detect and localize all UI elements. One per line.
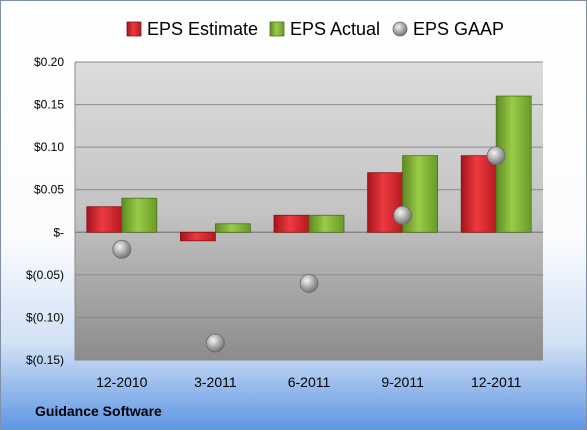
legend-label: EPS GAAP [413, 19, 504, 39]
gaap-marker [299, 273, 319, 293]
y-tick-label: $0.05 [34, 183, 64, 197]
x-tick-label: 9-2011 [381, 374, 424, 390]
legend: EPS Estimate EPS Actual EPS GAAP [126, 19, 504, 39]
gaap-marker [112, 239, 132, 259]
x-tick-label: 6-2011 [288, 374, 331, 390]
y-tick-label: $(0.15) [26, 353, 64, 367]
legend-swatch [126, 21, 142, 37]
gaap-markers [112, 146, 506, 353]
legend-label: EPS Estimate [147, 19, 258, 39]
bar-eps-actual [495, 95, 532, 233]
y-tick-label: $- [53, 225, 64, 239]
bar-eps-estimate [460, 155, 497, 233]
legend-swatch [392, 21, 408, 37]
x-tick-label: 3-2011 [194, 374, 237, 390]
legend-swatch [269, 21, 285, 37]
bars [86, 95, 532, 242]
bar-eps-actual [214, 223, 251, 233]
gaap-marker [393, 205, 413, 225]
x-tick-label: 12-2011 [471, 374, 522, 390]
x-tick-label: 12-2010 [96, 374, 148, 390]
company-name: Guidance Software [35, 403, 162, 419]
y-tick-label: $(0.05) [26, 268, 64, 282]
gaap-marker [205, 333, 225, 353]
bar-eps-estimate [273, 214, 310, 233]
y-tick-label: $0.10 [34, 140, 64, 154]
bar-eps-estimate [179, 231, 216, 242]
legend-label: EPS Actual [290, 19, 380, 39]
y-tick-label: $0.20 [34, 55, 64, 69]
bar-eps-actual [121, 197, 158, 233]
bar-eps-estimate [86, 206, 123, 233]
y-axis: $0.20 $0.15 $0.10 $0.05 $- $(0.05) $(0.10) $(0.… [26, 55, 64, 367]
y-tick-label: $0.15 [34, 98, 64, 112]
y-tick-label: $(0.10) [26, 310, 64, 324]
bar-eps-actual [308, 214, 345, 233]
x-axis: 12-2010 3-2011 6-2011 9-2011 12-2011 [96, 374, 521, 390]
bar-eps-estimate [367, 172, 404, 233]
gaap-marker [486, 146, 506, 166]
